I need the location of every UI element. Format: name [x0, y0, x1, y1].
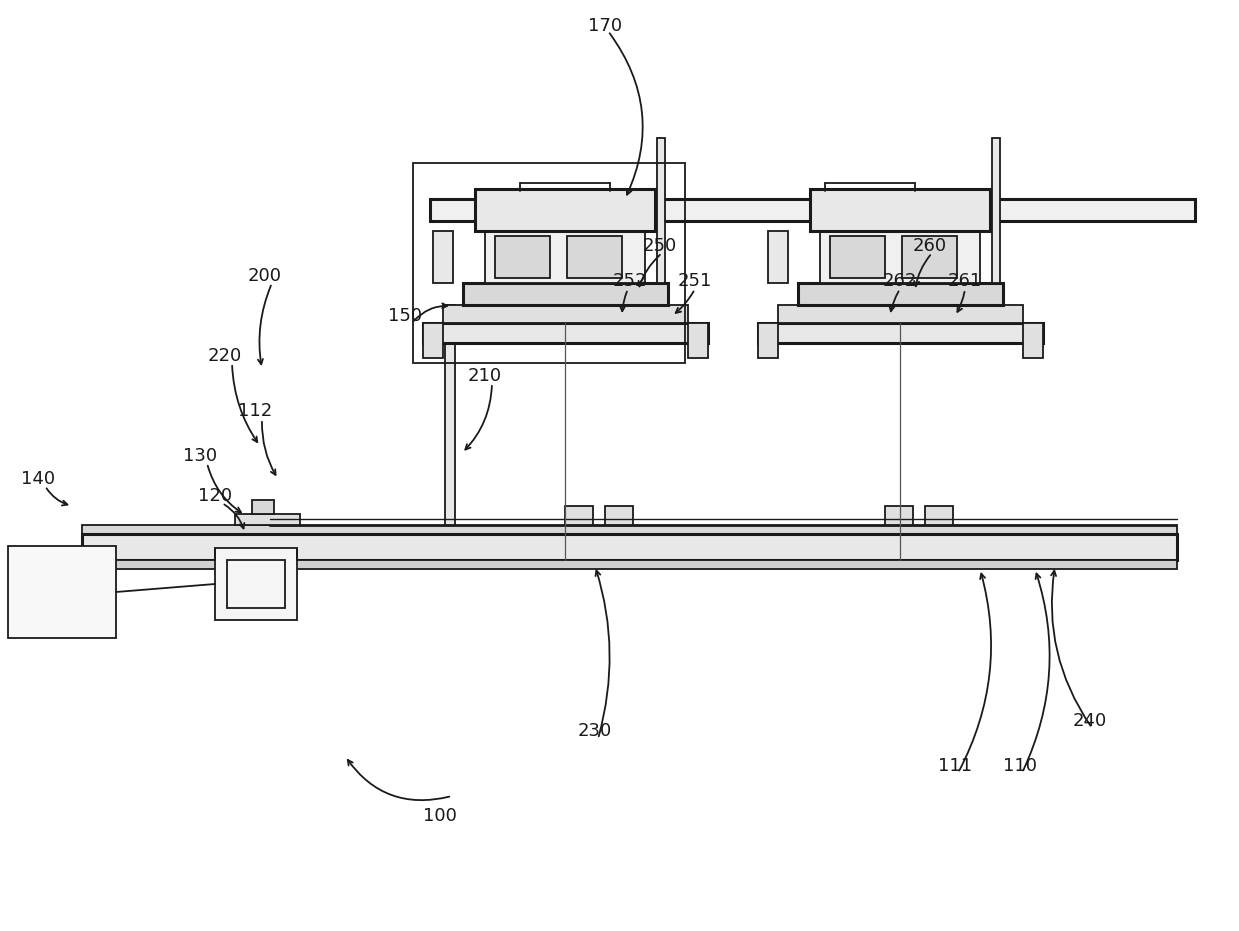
- FancyArrowPatch shape: [620, 291, 627, 311]
- FancyArrowPatch shape: [914, 255, 930, 286]
- FancyArrowPatch shape: [466, 385, 492, 450]
- Text: 230: 230: [577, 722, 612, 740]
- Bar: [430, 199, 1194, 221]
- Text: 130: 130: [183, 447, 217, 465]
- Text: 240: 240: [1073, 712, 1108, 730]
- Text: 112: 112: [238, 402, 273, 420]
- Bar: [902, 236, 957, 278]
- Bar: [798, 283, 1004, 305]
- Text: 111: 111: [938, 757, 973, 775]
- FancyArrowPatch shape: [959, 573, 991, 771]
- FancyArrowPatch shape: [958, 291, 964, 312]
- FancyArrowPatch shape: [232, 366, 258, 442]
- Text: 250: 250: [643, 237, 678, 255]
- Bar: [810, 189, 990, 231]
- Bar: [778, 305, 1023, 323]
- Bar: [605, 506, 633, 525]
- Bar: [227, 560, 285, 608]
- Text: 100: 100: [422, 807, 457, 825]
- Bar: [7, 546, 116, 638]
- FancyArrowPatch shape: [675, 291, 694, 313]
- Bar: [463, 283, 668, 305]
- Bar: [758, 323, 778, 358]
- Bar: [445, 305, 455, 525]
- FancyArrowPatch shape: [638, 255, 660, 287]
- FancyArrowPatch shape: [610, 34, 643, 195]
- Text: 220: 220: [208, 347, 242, 365]
- FancyArrowPatch shape: [890, 291, 898, 311]
- Bar: [252, 500, 274, 514]
- FancyArrowPatch shape: [596, 571, 610, 736]
- FancyArrowPatch shape: [414, 304, 447, 321]
- Text: 140: 140: [21, 470, 55, 488]
- Bar: [484, 231, 646, 283]
- Bar: [926, 506, 953, 525]
- Bar: [444, 305, 688, 323]
- Text: 260: 260: [913, 237, 947, 255]
- Bar: [830, 236, 885, 278]
- FancyArrowPatch shape: [348, 760, 450, 800]
- FancyArrowPatch shape: [258, 286, 271, 364]
- Bar: [885, 506, 913, 525]
- Text: 262: 262: [883, 272, 917, 290]
- Text: 251: 251: [678, 272, 712, 290]
- Bar: [567, 236, 622, 278]
- Text: 261: 261: [948, 272, 983, 290]
- Bar: [82, 525, 1177, 534]
- Bar: [475, 189, 655, 231]
- Text: 170: 170: [589, 17, 622, 35]
- Bar: [820, 231, 980, 283]
- Bar: [657, 138, 665, 283]
- FancyArrowPatch shape: [47, 489, 67, 506]
- Bar: [768, 231, 788, 283]
- Bar: [992, 138, 1000, 283]
- Text: 150: 150: [388, 307, 422, 325]
- Bar: [688, 323, 707, 358]
- Bar: [422, 323, 707, 343]
- FancyArrowPatch shape: [224, 505, 244, 529]
- Bar: [216, 548, 297, 620]
- Bar: [413, 163, 685, 363]
- Bar: [1023, 323, 1043, 358]
- Text: 210: 210: [468, 367, 502, 385]
- Bar: [82, 560, 1177, 569]
- Bar: [235, 514, 300, 525]
- Bar: [758, 323, 1043, 343]
- Bar: [432, 231, 453, 283]
- Text: 120: 120: [198, 487, 232, 505]
- Text: 252: 252: [613, 272, 647, 290]
- FancyArrowPatch shape: [261, 422, 275, 475]
- FancyArrowPatch shape: [1051, 571, 1090, 725]
- Bar: [496, 236, 550, 278]
- FancyArrowPatch shape: [208, 466, 242, 512]
- Bar: [422, 323, 444, 358]
- Text: 200: 200: [248, 267, 282, 285]
- Bar: [82, 534, 1177, 560]
- Text: 110: 110: [1004, 757, 1037, 775]
- FancyArrowPatch shape: [1023, 573, 1049, 771]
- Bar: [565, 506, 593, 525]
